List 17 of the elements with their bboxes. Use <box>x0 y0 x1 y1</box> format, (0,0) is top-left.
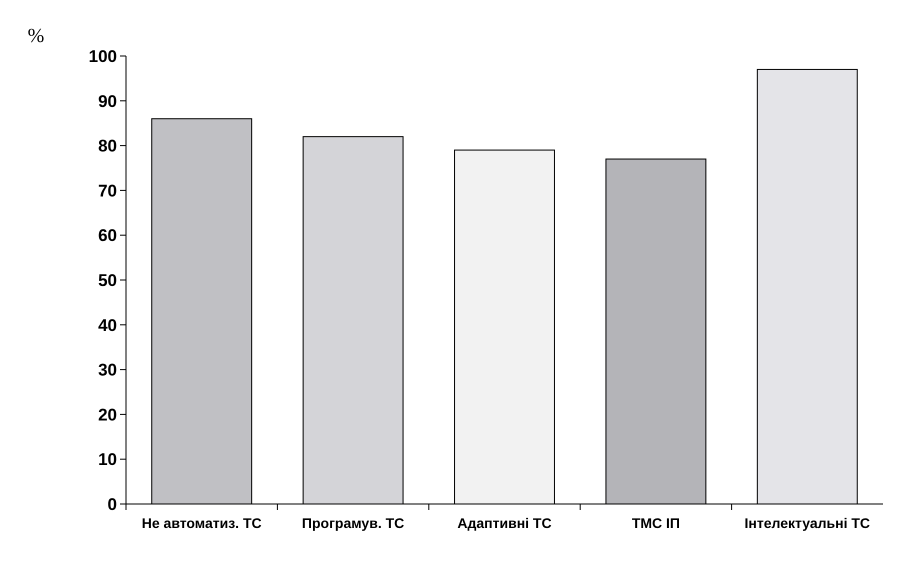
y-tick-label: 20 <box>98 405 117 424</box>
y-tick-label: 40 <box>98 316 117 335</box>
y-tick-label: 60 <box>98 226 117 246</box>
x-tick-label: Не автоматиз. ТС <box>142 515 262 531</box>
y-axis-title: % <box>28 25 44 47</box>
y-tick-label: 50 <box>98 270 117 290</box>
y-tick-label: 90 <box>98 92 117 111</box>
y-tick-label: 30 <box>98 360 117 380</box>
y-tick-label: 100 <box>88 46 117 66</box>
y-tick-label: 10 <box>98 450 117 470</box>
y-tick-label: 0 <box>108 494 117 514</box>
y-tick-label: 70 <box>98 181 117 200</box>
x-tick-label: ТМС ІП <box>632 515 680 531</box>
x-tick-label: Програмув. ТС <box>302 515 404 531</box>
y-tick-label: 80 <box>98 136 117 156</box>
x-tick-label: Інтелектуальні ТС <box>744 515 870 531</box>
x-tick-label: Адаптивні ТС <box>457 515 552 531</box>
